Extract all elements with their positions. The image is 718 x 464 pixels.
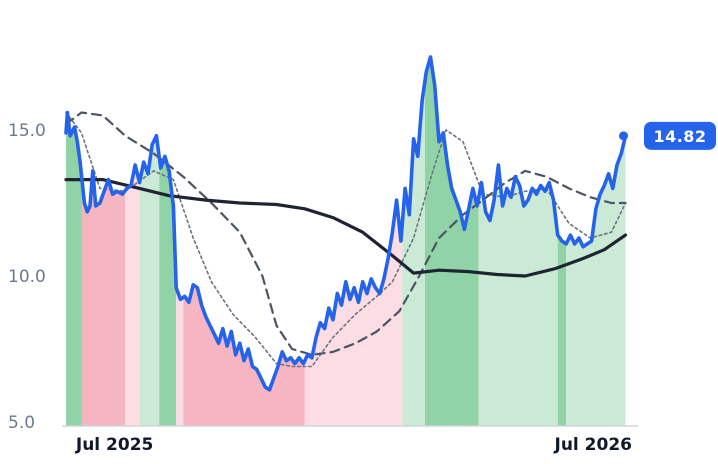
y-tick-label: 10.0 <box>8 267 46 287</box>
region-bull-weak <box>478 165 558 426</box>
series-lines <box>64 55 628 392</box>
region-bear-strong <box>183 284 305 426</box>
series-line-ma-mid <box>64 111 627 356</box>
last-value-indicator: 14.82 <box>619 121 716 150</box>
region-bear-strong <box>81 170 126 426</box>
region-bull-strong <box>557 235 567 426</box>
region-bull-strong <box>66 112 82 426</box>
last-value-badge <box>644 121 716 150</box>
region-bull-weak <box>402 81 425 427</box>
last-value-dot <box>619 131 629 141</box>
region-bull-weak <box>566 135 626 427</box>
series-line-price <box>64 55 628 392</box>
last-value-label: 14.82 <box>653 127 706 146</box>
x-tick-label: Jul 2026 <box>554 435 633 455</box>
region-bull-strong <box>159 156 177 427</box>
x-axis-ticks: Jul 2025 Jul 2026 <box>75 435 632 455</box>
region-bear-weak <box>125 165 140 426</box>
region-bear-weak <box>304 200 403 426</box>
y-tick-label: 5.0 <box>8 413 35 433</box>
x-tick-label: Jul 2025 <box>75 435 154 455</box>
region-bear-weak <box>176 287 184 426</box>
series-line-ma-long <box>64 178 628 278</box>
region-bull-weak <box>139 135 160 427</box>
y-axis-ticks: 5.0 10.0 15.0 <box>8 121 46 433</box>
trend-regions <box>66 57 626 427</box>
y-tick-label: 15.0 <box>8 121 46 141</box>
region-bull-strong <box>424 57 479 426</box>
